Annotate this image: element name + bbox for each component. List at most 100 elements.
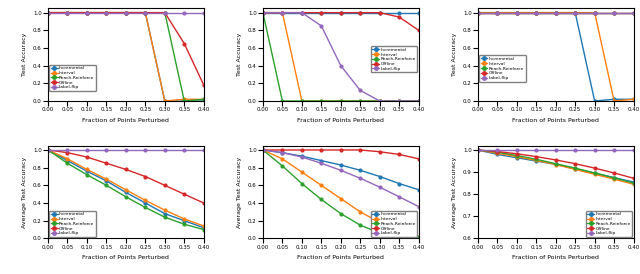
Incremental [611,98,618,101]
Reach-Reinforce [180,222,188,226]
Interval [356,210,364,213]
Line: Incremental: Incremental [262,149,420,191]
Label-flip [396,195,403,198]
Reach-Reinforce [493,11,501,14]
Legend: Incremental, Interval, Reach-Reinforce, Offline, Label-flip: Incremental, Interval, Reach-Reinforce, … [49,211,96,237]
Offline [376,150,383,153]
Interval [278,157,286,161]
Line: Interval: Interval [262,11,420,102]
Label-flip [200,148,207,152]
Offline [591,11,598,14]
Reach-Reinforce [532,11,540,14]
Reach-Reinforce [161,11,169,14]
Interval [337,197,345,200]
Label-flip [630,11,637,14]
Y-axis label: Average Test Accuracy: Average Test Accuracy [237,156,243,228]
Incremental [493,11,501,14]
Offline [278,11,286,14]
Interval [611,178,618,181]
Line: Label-flip: Label-flip [262,11,420,102]
Line: Label-flip: Label-flip [47,149,205,151]
Label-flip [611,11,618,14]
Reach-Reinforce [376,232,383,235]
Label-flip [376,99,383,103]
Incremental [259,11,267,14]
X-axis label: Fraction of Points Perturbed: Fraction of Points Perturbed [298,118,384,123]
Incremental [474,148,482,152]
Line: Label-flip: Label-flip [476,11,635,14]
Incremental [161,212,169,215]
Label-flip [259,11,267,14]
Label-flip [180,148,188,152]
Offline [591,167,598,170]
Incremental [259,148,267,152]
Interval [356,99,364,103]
Reach-Reinforce [278,99,286,103]
Label-flip [63,11,71,14]
Interval [415,99,422,103]
Incremental [161,99,169,103]
Offline [630,11,637,14]
Label-flip [337,64,345,67]
Offline [83,155,91,159]
Label-flip [161,11,169,14]
Interval [63,157,71,161]
Line: Incremental: Incremental [476,149,635,183]
Label-flip [552,11,559,14]
Incremental [552,11,559,14]
Reach-Reinforce [317,99,325,103]
Offline [122,11,130,14]
Offline [298,148,306,152]
Interval [161,99,169,103]
Offline [552,158,559,162]
Reach-Reinforce [376,99,383,103]
Offline [611,11,618,14]
Reach-Reinforce [83,11,91,14]
Interval [259,148,267,152]
Reach-Reinforce [630,181,637,185]
Interval [337,99,345,103]
Reach-Reinforce [415,99,422,103]
Label-flip [141,11,149,14]
Label-flip [552,148,559,152]
Offline [83,11,91,14]
Reach-Reinforce [44,11,52,14]
Offline [259,11,267,14]
Line: Interval: Interval [262,149,420,238]
Reach-Reinforce [337,212,345,215]
Incremental [298,11,306,14]
Label-flip [572,11,579,14]
Offline [396,15,403,19]
X-axis label: Fraction of Points Perturbed: Fraction of Points Perturbed [512,255,599,260]
Interval [141,199,149,202]
Label-flip [532,148,540,152]
Interval [44,11,52,14]
Reach-Reinforce [141,206,149,209]
Label-flip [83,148,91,152]
Reach-Reinforce [572,167,579,170]
Incremental [317,11,325,14]
Offline [611,171,618,175]
X-axis label: Fraction of Points Perturbed: Fraction of Points Perturbed [83,118,170,123]
Reach-Reinforce [552,162,559,165]
Line: Reach-Reinforce: Reach-Reinforce [262,11,420,102]
Incremental [317,159,325,162]
Interval [396,99,403,103]
Incremental [102,11,110,14]
Line: Reach-Reinforce: Reach-Reinforce [476,149,635,184]
Line: Offline: Offline [47,11,205,87]
Incremental [180,99,188,103]
Interval [317,184,325,187]
Offline [474,148,482,152]
Line: Label-flip: Label-flip [476,149,635,151]
Line: Reach-Reinforce: Reach-Reinforce [476,11,635,14]
Label-flip [591,148,598,152]
Reach-Reinforce [337,99,345,103]
Label-flip [83,11,91,14]
Reach-Reinforce [493,150,501,154]
Interval [532,11,540,14]
Reach-Reinforce [611,11,618,14]
Label-flip [298,11,306,14]
Reach-Reinforce [298,182,306,185]
Incremental [83,11,91,14]
